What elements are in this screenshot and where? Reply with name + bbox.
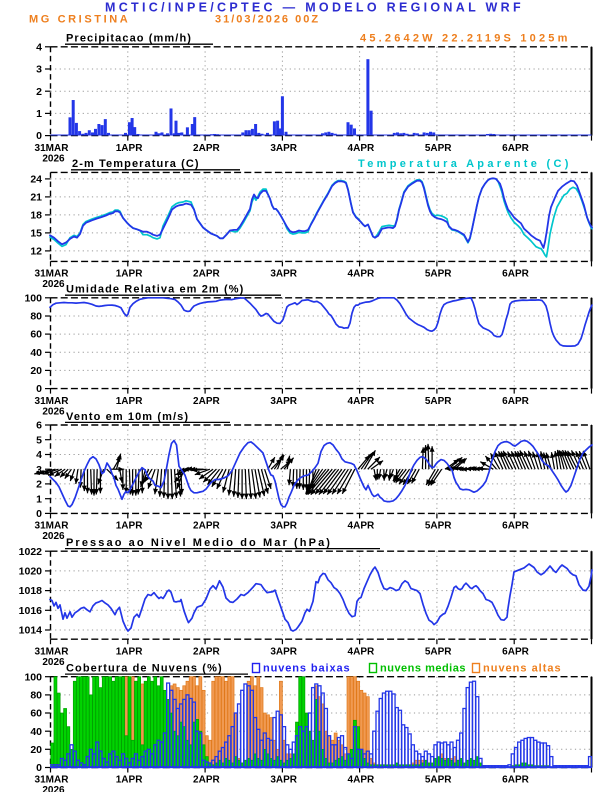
svg-text:6APR: 6APR [502,646,529,657]
svg-text:6APR: 6APR [502,521,529,532]
svg-text:1022: 1022 [19,546,43,558]
svg-text:3APR: 3APR [270,521,297,532]
svg-text:Pressao ao Nivel Medio do Mar: Pressao ao Nivel Medio do Mar (hPa) [66,537,332,549]
svg-text:80: 80 [30,311,42,323]
svg-text:40: 40 [30,347,42,359]
svg-text:1016: 1016 [19,605,43,617]
svg-text:3: 3 [36,464,42,476]
svg-text:2APR: 2APR [193,143,220,154]
svg-text:6APR: 6APR [502,396,529,407]
svg-text:1APR: 1APR [116,646,143,657]
svg-text:5APR: 5APR [425,396,452,407]
svg-text:2APR: 2APR [193,396,220,407]
svg-text:40: 40 [30,726,42,738]
svg-text:2026: 2026 [42,153,65,164]
svg-text:nuvens medias: nuvens medias [380,663,466,675]
svg-text:31MAR: 31MAR [35,521,70,532]
svg-text:4: 4 [36,449,42,461]
svg-text:nuvens baixas: nuvens baixas [263,663,351,675]
svg-text:1: 1 [36,108,42,120]
svg-text:Umidade Relativa em 2m (%): Umidade Relativa em 2m (%) [66,284,244,296]
svg-text:45.2642W 22.2119S 1025m: 45.2642W 22.2119S 1025m [360,33,571,45]
svg-text:1APR: 1APR [116,521,143,532]
svg-text:2APR: 2APR [193,775,220,786]
svg-text:100: 100 [24,671,42,683]
svg-text:60: 60 [30,329,42,341]
svg-text:MCTIC/INPE/CPTEC — MODELO REGI: MCTIC/INPE/CPTEC — MODELO REGIONAL WRF [105,0,524,14]
svg-text:3APR: 3APR [270,646,297,657]
svg-text:5APR: 5APR [425,646,452,657]
svg-text:20: 20 [30,744,42,756]
svg-text:31MAR: 31MAR [35,775,70,786]
svg-text:18: 18 [30,210,42,222]
svg-text:4APR: 4APR [348,775,375,786]
svg-text:5APR: 5APR [425,775,452,786]
svg-text:2APR: 2APR [193,646,220,657]
svg-text:4: 4 [36,41,42,53]
svg-text:31MAR: 31MAR [35,269,70,280]
svg-text:0: 0 [36,130,42,142]
svg-text:1APR: 1APR [116,143,143,154]
svg-text:12: 12 [30,246,42,258]
svg-text:3APR: 3APR [270,396,297,407]
svg-text:3APR: 3APR [270,269,297,280]
svg-text:6APR: 6APR [502,269,529,280]
svg-text:2: 2 [36,86,42,98]
svg-text:4APR: 4APR [348,646,375,657]
svg-text:2APR: 2APR [193,521,220,532]
svg-text:5APR: 5APR [425,143,452,154]
svg-text:1APR: 1APR [116,775,143,786]
svg-text:4APR: 4APR [348,521,375,532]
svg-text:31/03/2026 00Z: 31/03/2026 00Z [215,14,320,26]
svg-text:Cobertura de Nuvens (%): Cobertura de Nuvens (%) [66,663,223,675]
svg-text:60: 60 [30,708,42,720]
svg-text:6: 6 [36,420,42,432]
svg-text:31MAR: 31MAR [35,396,70,407]
svg-text:0: 0 [36,383,42,395]
svg-text:Temperatura Aparente (C): Temperatura Aparente (C) [358,158,572,170]
svg-text:3APR: 3APR [270,143,297,154]
svg-text:4APR: 4APR [348,143,375,154]
svg-text:1020: 1020 [19,566,43,578]
svg-text:2: 2 [36,479,42,491]
svg-text:0: 0 [36,762,42,774]
svg-text:0: 0 [36,508,42,520]
svg-text:5: 5 [36,434,42,446]
svg-text:2APR: 2APR [193,269,220,280]
svg-text:2026: 2026 [42,657,65,668]
svg-text:3APR: 3APR [270,775,297,786]
svg-text:2026: 2026 [42,531,65,542]
svg-text:Precipitacao (mm/h): Precipitacao (mm/h) [66,33,192,45]
svg-text:24: 24 [30,174,42,186]
svg-text:2-m Temperatura (C): 2-m Temperatura (C) [72,158,200,170]
svg-text:1APR: 1APR [116,396,143,407]
svg-text:15: 15 [30,228,42,240]
svg-text:4APR: 4APR [348,396,375,407]
svg-text:1014: 1014 [19,625,43,637]
svg-text:2026: 2026 [42,279,65,290]
svg-text:3: 3 [36,64,42,76]
svg-text:6APR: 6APR [502,775,529,786]
svg-text:Vento em 10m (m/s): Vento em 10m (m/s) [66,411,189,423]
svg-text:nuvens altas: nuvens altas [483,663,562,675]
svg-text:6APR: 6APR [502,143,529,154]
svg-text:31MAR: 31MAR [35,646,70,657]
svg-text:1APR: 1APR [116,269,143,280]
svg-text:MG CRISTINA: MG CRISTINA [29,14,130,26]
svg-text:2026: 2026 [42,406,65,417]
svg-text:80: 80 [30,690,42,702]
svg-text:5APR: 5APR [425,269,452,280]
svg-text:1018: 1018 [19,585,43,597]
svg-text:20: 20 [30,365,42,377]
svg-text:2026: 2026 [42,785,65,792]
svg-text:31MAR: 31MAR [35,143,70,154]
svg-text:1: 1 [36,493,42,505]
svg-text:5APR: 5APR [425,521,452,532]
svg-text:21: 21 [30,192,42,204]
svg-text:4APR: 4APR [348,269,375,280]
svg-text:100: 100 [24,292,42,304]
